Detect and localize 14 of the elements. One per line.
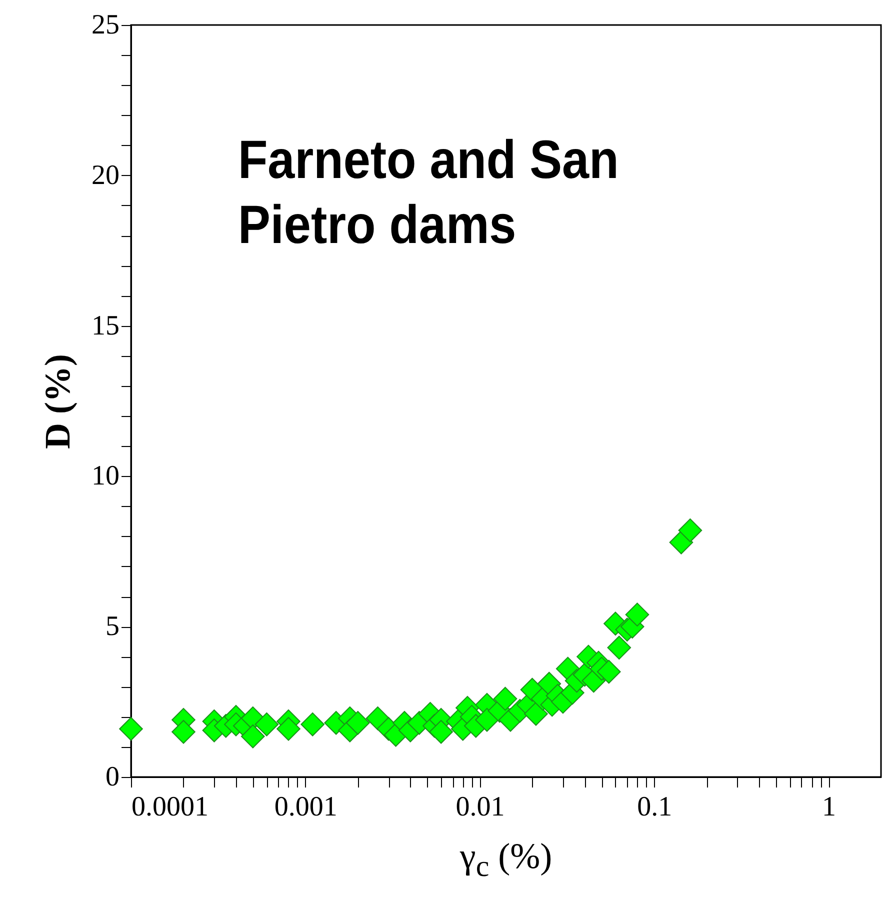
y-tick-label: 0 [106, 762, 120, 792]
x-axis-title: γ$_{c}$ (%) [458, 835, 554, 884]
y-tick-label: 10 [92, 460, 120, 492]
y-tick-label: 25 [92, 10, 120, 40]
x-tick-label: 0.001 [274, 792, 338, 822]
y-axis-title: D (%) [38, 354, 78, 449]
x-tick-label: 1 [822, 792, 836, 822]
y-tick-label: 20 [92, 160, 120, 191]
y-tick-label: 15 [92, 310, 120, 342]
y-tick-label: 5 [106, 611, 120, 642]
annotation: Farneto and San Pietro dams [238, 129, 620, 257]
x-tick-label: 0.0001 [132, 792, 208, 822]
x-tick-label: 0.01 [456, 792, 505, 822]
x-tick-label: 0.1 [637, 792, 672, 822]
